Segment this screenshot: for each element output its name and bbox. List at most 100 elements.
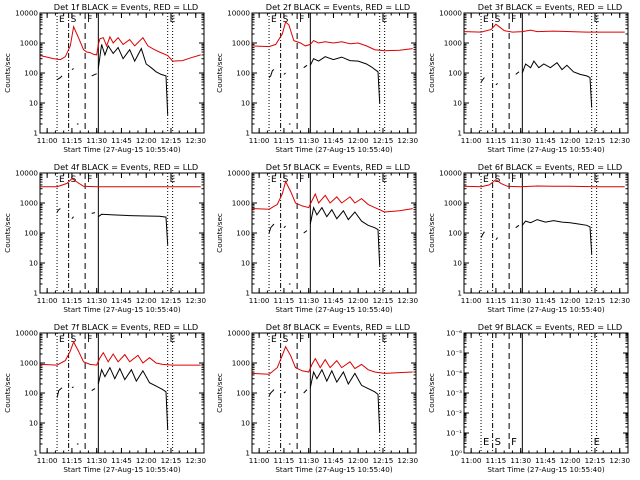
y-tick-label: 10000 <box>439 169 462 178</box>
events-line-3 <box>303 389 308 394</box>
x-axis-label: Start Time (27-Aug-15 10:55:40) <box>63 305 180 314</box>
x-tick-label: 11:45 <box>323 456 344 465</box>
x-tick-label: 11:15 <box>486 456 507 465</box>
chart-title: Det 4f BLACK = Events, RED = LLD <box>54 162 198 172</box>
chart-panel-4: Det 4f BLACK = Events, RED = LLD 1 10 100 10… <box>3 162 207 314</box>
y-axis-label: Counts/sec <box>427 213 436 253</box>
x-tick-label: 11:15 <box>62 296 83 305</box>
y-axis-label: Counts/sec <box>215 53 224 93</box>
y-tick-label: 10⁻⁵ <box>446 349 462 358</box>
marker-label: S <box>495 15 501 25</box>
y-axis-label: Counts/sec <box>3 373 12 413</box>
x-tick-label: 11:30 <box>86 456 107 465</box>
chart-title: Det 5f BLACK = Events, RED = LLD <box>266 162 410 172</box>
x-tick-label: 12:15 <box>585 136 606 145</box>
marker-label: E <box>59 15 65 25</box>
events-line-2 <box>515 224 520 229</box>
events-line-1 <box>71 386 74 389</box>
y-tick-label: 100 <box>448 69 462 78</box>
x-tick-label: 11:30 <box>510 296 531 305</box>
x-axis-label: Start Time (27-Aug-15 10:55:40) <box>275 305 392 314</box>
events-line-3 <box>91 388 96 392</box>
marker-label: S <box>71 15 77 25</box>
plot-frame <box>463 172 629 294</box>
x-tick-label: 11:00 <box>249 296 270 305</box>
x-tick-label: 11:00 <box>37 456 58 465</box>
lld-line-0 <box>252 345 413 375</box>
events-line-2 <box>91 212 96 214</box>
events-line-0 <box>56 208 61 213</box>
x-axis-label: Start Time (27-Aug-15 10:55:40) <box>487 465 604 474</box>
events-line-1 <box>283 225 286 229</box>
x-tick-label: 12:00 <box>136 296 157 305</box>
marker-label: E <box>483 15 489 25</box>
chart-title: Det 2f BLACK = Events, RED = LLD <box>266 2 410 12</box>
x-tick-label: 12:00 <box>348 456 369 465</box>
x-tick-label: 11:00 <box>37 296 58 305</box>
y-tick-label: 1000 <box>444 39 463 48</box>
marker-label: S <box>71 335 77 345</box>
x-tick-label: 12:30 <box>397 456 418 465</box>
y-axis-label: Counts/sec <box>427 373 436 413</box>
events-line-1 <box>495 237 498 241</box>
events-line-4 <box>97 366 169 430</box>
x-tick-label: 12:30 <box>397 296 418 305</box>
events-line-4 <box>309 56 381 104</box>
x-tick-label: 12:00 <box>560 456 581 465</box>
events-line-2 <box>515 71 520 75</box>
lld-line-0 <box>40 340 201 366</box>
x-tick-label: 12:15 <box>373 296 394 305</box>
marker-label: F <box>299 15 304 25</box>
plot-frame <box>251 172 417 294</box>
y-tick-label: 1 <box>245 289 250 298</box>
events-line-0 <box>268 69 275 78</box>
chart-panel-1: Det 1f BLACK = Events, RED = LLD 1 10 100 10… <box>3 2 207 154</box>
x-tick-label: 11:45 <box>111 296 132 305</box>
x-tick-label: 12:15 <box>161 136 182 145</box>
lld-line-0 <box>40 24 201 62</box>
marker-label: F <box>87 15 92 25</box>
x-tick-label: 12:30 <box>185 136 206 145</box>
x-tick-label: 11:15 <box>62 136 83 145</box>
y-tick-label: 10 <box>29 99 39 108</box>
x-tick-label: 11:45 <box>535 296 556 305</box>
plot-frame <box>39 172 205 294</box>
events-line-0 <box>268 389 275 397</box>
marker-label: F <box>87 335 92 345</box>
y-tick-label: 10 <box>29 419 39 428</box>
x-tick-label: 11:45 <box>323 296 344 305</box>
x-tick-label: 12:30 <box>185 296 206 305</box>
x-tick-label: 11:00 <box>249 136 270 145</box>
x-tick-label: 11:45 <box>535 136 556 145</box>
events-line-0 <box>480 231 485 238</box>
x-tick-label: 11:15 <box>274 296 295 305</box>
events-line-1 <box>283 72 286 75</box>
y-tick-label: 10000 <box>227 169 250 178</box>
x-tick-label: 11:00 <box>461 456 482 465</box>
x-tick-label: 12:15 <box>161 456 182 465</box>
x-tick-label: 12:00 <box>348 296 369 305</box>
x-tick-label: 12:15 <box>161 296 182 305</box>
x-tick-label: 11:15 <box>486 136 507 145</box>
x-tick-label: 11:30 <box>298 296 319 305</box>
y-axis-label: Counts/sec <box>3 53 12 93</box>
x-tick-label: 11:15 <box>274 456 295 465</box>
y-tick-label: 100 <box>24 389 38 398</box>
events-line-0 <box>56 387 63 398</box>
y-axis-label: Counts/sec <box>215 213 224 253</box>
events-line-0 <box>268 223 275 234</box>
y-tick-label: 10⁰ <box>450 449 462 458</box>
chart-panel-2: Det 2f BLACK = Events, RED = LLD 1 10 100 10… <box>215 2 419 154</box>
y-tick-label: 100 <box>24 69 38 78</box>
chart-title: Det 1f BLACK = Events, RED = LLD <box>54 2 198 12</box>
y-tick-label: 10 <box>241 259 251 268</box>
chart-panel-8: Det 8f BLACK = Events, RED = LLD 1 10 100 10… <box>215 322 419 474</box>
x-tick-label: 12:30 <box>609 456 630 465</box>
y-axis-label: Counts/sec <box>3 213 12 253</box>
marker-label: S <box>495 175 501 185</box>
x-tick-label: 12:15 <box>373 456 394 465</box>
lld-line-0 <box>252 21 413 52</box>
marker-label: E <box>483 437 489 448</box>
events-line-3 <box>521 60 593 108</box>
marker-label: F <box>511 175 516 185</box>
